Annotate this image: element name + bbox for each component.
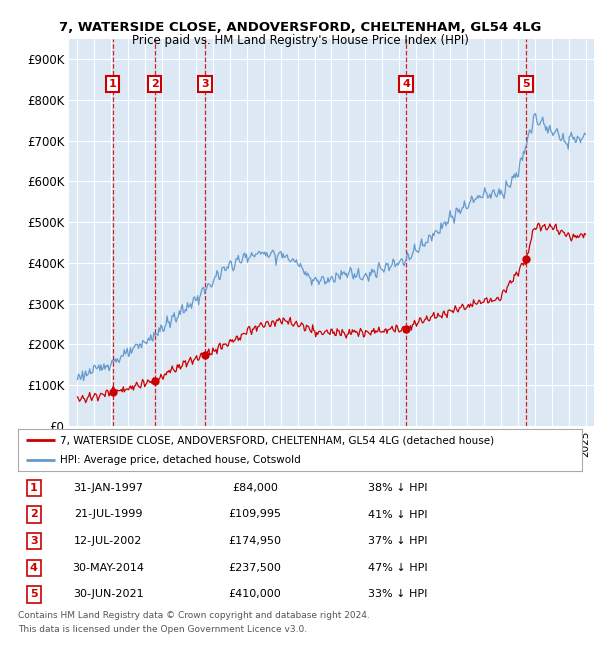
Text: £174,950: £174,950 xyxy=(229,536,281,546)
Text: 30-MAY-2014: 30-MAY-2014 xyxy=(72,563,144,573)
Text: 5: 5 xyxy=(30,590,38,599)
Text: 7, WATERSIDE CLOSE, ANDOVERSFORD, CHELTENHAM, GL54 4LG: 7, WATERSIDE CLOSE, ANDOVERSFORD, CHELTE… xyxy=(59,21,541,34)
Text: 30-JUN-2021: 30-JUN-2021 xyxy=(73,590,143,599)
Text: 1: 1 xyxy=(109,79,116,89)
Text: 4: 4 xyxy=(402,79,410,89)
Text: £84,000: £84,000 xyxy=(232,483,278,493)
Text: 31-JAN-1997: 31-JAN-1997 xyxy=(73,483,143,493)
Text: 2: 2 xyxy=(30,510,38,519)
Text: 2: 2 xyxy=(151,79,158,89)
Text: 3: 3 xyxy=(201,79,209,89)
Text: 12-JUL-2002: 12-JUL-2002 xyxy=(74,536,142,546)
Text: 21-JUL-1999: 21-JUL-1999 xyxy=(74,510,142,519)
Text: 33% ↓ HPI: 33% ↓ HPI xyxy=(368,590,427,599)
Text: 47% ↓ HPI: 47% ↓ HPI xyxy=(368,563,427,573)
Text: £109,995: £109,995 xyxy=(229,510,281,519)
Text: 7, WATERSIDE CLOSE, ANDOVERSFORD, CHELTENHAM, GL54 4LG (detached house): 7, WATERSIDE CLOSE, ANDOVERSFORD, CHELTE… xyxy=(60,436,494,445)
Text: This data is licensed under the Open Government Licence v3.0.: This data is licensed under the Open Gov… xyxy=(18,625,307,634)
Text: £410,000: £410,000 xyxy=(229,590,281,599)
Text: Contains HM Land Registry data © Crown copyright and database right 2024.: Contains HM Land Registry data © Crown c… xyxy=(18,611,370,620)
Text: 1: 1 xyxy=(30,483,38,493)
Text: 37% ↓ HPI: 37% ↓ HPI xyxy=(368,536,427,546)
Text: Price paid vs. HM Land Registry's House Price Index (HPI): Price paid vs. HM Land Registry's House … xyxy=(131,34,469,47)
Text: 41% ↓ HPI: 41% ↓ HPI xyxy=(368,510,427,519)
Text: 38% ↓ HPI: 38% ↓ HPI xyxy=(368,483,427,493)
Text: £237,500: £237,500 xyxy=(229,563,281,573)
Text: 3: 3 xyxy=(30,536,38,546)
Text: 5: 5 xyxy=(522,79,530,89)
Text: HPI: Average price, detached house, Cotswold: HPI: Average price, detached house, Cots… xyxy=(60,455,301,465)
Text: 4: 4 xyxy=(30,563,38,573)
